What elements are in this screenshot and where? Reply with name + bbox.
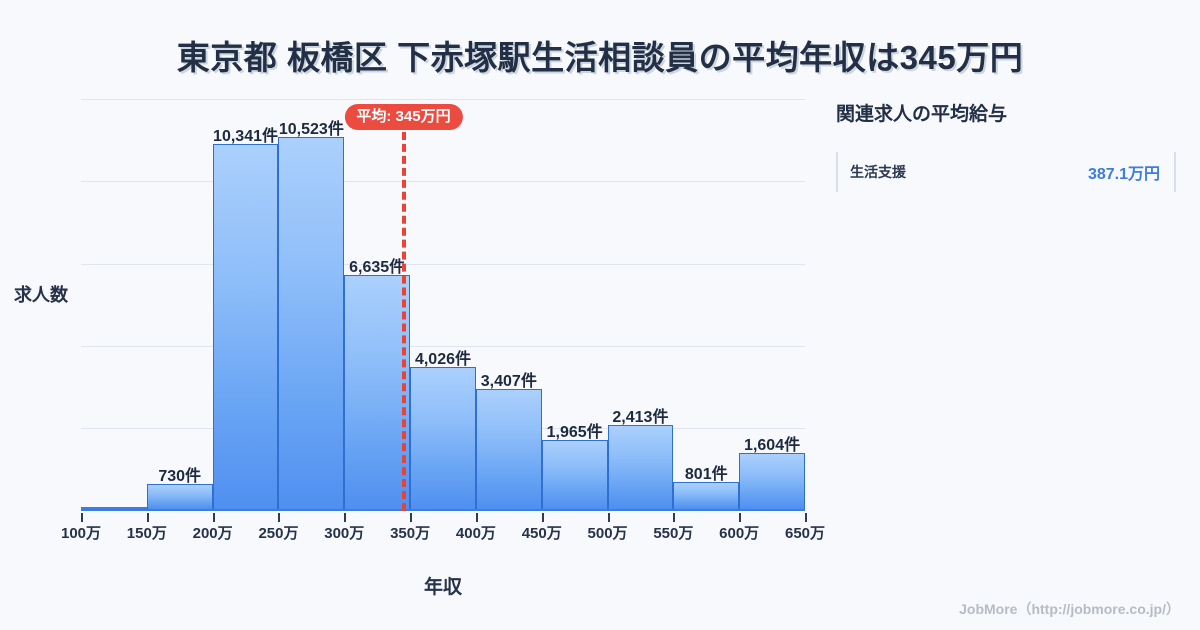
bar-value-label: 1,965件 xyxy=(546,424,603,442)
x-axis-tick xyxy=(344,513,347,522)
gridline xyxy=(81,99,805,100)
bar-value-label: 6,635件 xyxy=(349,258,406,276)
x-axis-tick-label: 500万 xyxy=(587,525,628,542)
x-axis-tick-label: 400万 xyxy=(455,525,496,542)
bar xyxy=(146,484,213,510)
bar xyxy=(739,453,805,510)
bar-value-label: 4,026件 xyxy=(414,351,471,369)
x-axis-tick-label: 100万 xyxy=(60,525,102,542)
bar xyxy=(81,507,147,510)
bar xyxy=(344,274,411,510)
x-axis-baseline xyxy=(81,509,805,511)
bar xyxy=(212,143,279,510)
bar xyxy=(607,424,674,510)
bar-value-label: 3,407件 xyxy=(480,373,537,391)
x-axis-tick-label: 450万 xyxy=(521,525,562,542)
x-axis-tick-label: 650万 xyxy=(784,525,826,542)
salary-row-value: 387.1万円 xyxy=(1087,166,1160,183)
x-axis-tick-label: 200万 xyxy=(192,525,233,542)
bar-value-label: 10,523件 xyxy=(278,121,344,139)
bar-value-label: 2,413件 xyxy=(612,408,669,426)
x-axis-tick xyxy=(607,513,610,522)
bar xyxy=(475,389,542,510)
x-axis-tick xyxy=(146,513,149,522)
gridline xyxy=(81,346,805,347)
x-axis-tick xyxy=(212,513,215,522)
gridline xyxy=(81,264,805,265)
salary-row: 生活支援 387.1万円 xyxy=(836,152,1176,192)
x-axis-tick xyxy=(475,513,478,522)
x-axis-tick xyxy=(410,513,413,522)
bar-value-label: 10,341件 xyxy=(213,127,278,145)
x-axis-tick-label: 250万 xyxy=(258,525,299,542)
gridline xyxy=(81,181,805,182)
x-axis-tick xyxy=(81,513,83,522)
bar-value-label: 1,604件 xyxy=(744,437,801,455)
related-salary-title: 関連求人の平均給与 xyxy=(836,104,1008,125)
bar xyxy=(410,367,476,510)
y-axis-title: 求人数 xyxy=(14,285,68,305)
bar xyxy=(278,137,345,510)
page-title: 東京都 板橋区 下赤塚駅生活相談員の平均年収は345万円 xyxy=(176,39,1024,76)
bar xyxy=(673,481,740,510)
bar-value-label: 801件 xyxy=(684,465,728,483)
x-axis-tick xyxy=(278,513,281,522)
salary-row-name: 生活支援 xyxy=(850,164,906,180)
x-axis-tick xyxy=(541,513,544,522)
x-axis-tick-label: 150万 xyxy=(126,525,167,542)
x-axis-tick-label: 300万 xyxy=(324,525,365,542)
x-axis-title: 年収 xyxy=(423,577,462,598)
bar xyxy=(541,440,608,510)
bar-value-label: 730件 xyxy=(158,468,202,486)
average-badge: 平均: 345万円 xyxy=(344,104,463,131)
x-axis-tick-label: 350万 xyxy=(390,525,431,542)
x-axis-tick-label: 600万 xyxy=(719,525,760,542)
x-axis-tick-label: 550万 xyxy=(653,525,694,542)
footer-watermark: JobMore（http://jobmore.co.jp/） xyxy=(959,601,1180,617)
related-salary-panel: 関連求人の平均給与 生活支援 387.1万円 xyxy=(836,99,1176,192)
x-axis-tick xyxy=(673,513,676,522)
x-axis-tick xyxy=(739,513,742,522)
average-line xyxy=(401,108,406,511)
x-axis-tick xyxy=(805,513,807,522)
related-salary-rows: 生活支援 387.1万円 xyxy=(836,152,1176,192)
